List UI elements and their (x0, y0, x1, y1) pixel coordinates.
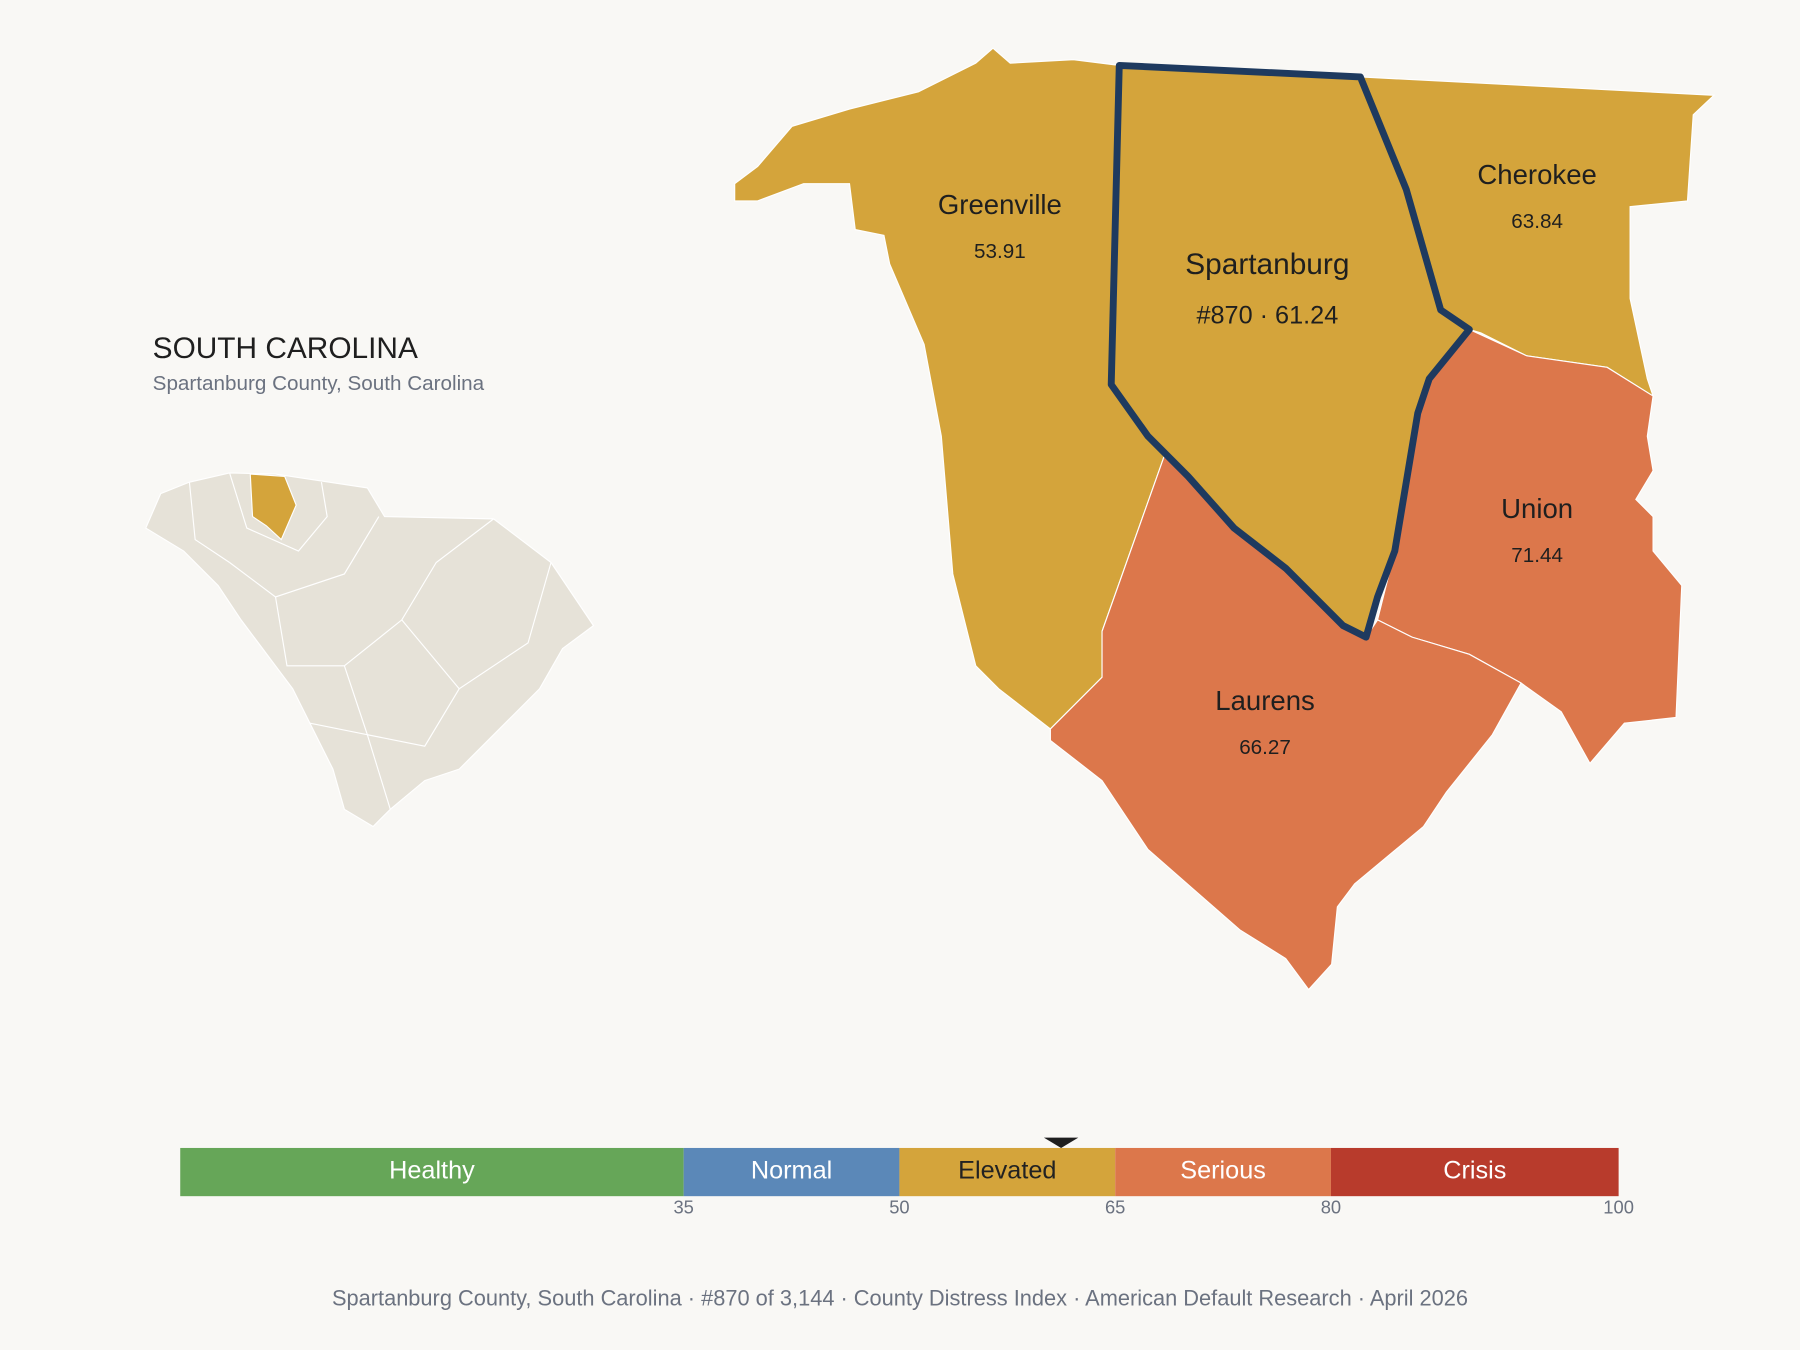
county-shape (1107, 61, 1473, 641)
subtitle: Spartanburg County, South Carolina (153, 372, 485, 395)
scale-tick-label: 65 (1105, 1197, 1125, 1218)
inset-selected-county (249, 473, 297, 541)
state-outline (145, 472, 595, 828)
scale-tick-label: 50 (889, 1197, 909, 1218)
county-shape (1376, 328, 1683, 765)
county-name: Spartanburg (1185, 248, 1349, 281)
county-line (274, 518, 494, 667)
scale-band-label: Normal (751, 1157, 832, 1185)
county-value: 53.91 (974, 240, 1026, 263)
footer: Spartanburg County, South Carolina · #87… (332, 1285, 1468, 1310)
county-value: 63.84 (1511, 210, 1563, 233)
scale-band (180, 1147, 684, 1197)
scale-tick-label: 35 (673, 1197, 693, 1218)
county-line (309, 722, 391, 810)
scale-band-label: Elevated (958, 1157, 1056, 1185)
scale-band-label: Healthy (389, 1157, 475, 1185)
scale-band (1115, 1147, 1331, 1197)
scale-pointer (1043, 1137, 1079, 1148)
scale-tick-label: 100 (1603, 1197, 1634, 1218)
county-line (343, 562, 552, 747)
scale-band (683, 1147, 900, 1197)
scale-band (1330, 1147, 1619, 1197)
title: SOUTH CAROLINA (153, 332, 418, 365)
county-line (229, 516, 380, 598)
county-line (188, 482, 230, 563)
state-county-lines (188, 472, 552, 810)
county-name: Cherokee (1477, 159, 1596, 190)
county-name: Laurens (1215, 685, 1315, 716)
scale-band (899, 1147, 1116, 1197)
county-value: 66.27 (1239, 736, 1291, 759)
county-name: Greenville (938, 189, 1062, 220)
county-name: Union (1501, 493, 1573, 524)
county-value: #870 · 61.24 (1196, 302, 1338, 330)
scale-tick-label: 80 (1321, 1197, 1341, 1218)
county-value: 71.44 (1511, 544, 1563, 567)
scale-band-label: Crisis (1443, 1157, 1506, 1185)
county-line (229, 472, 328, 552)
county-line (401, 619, 460, 690)
scale-band-label: Serious (1180, 1157, 1266, 1185)
